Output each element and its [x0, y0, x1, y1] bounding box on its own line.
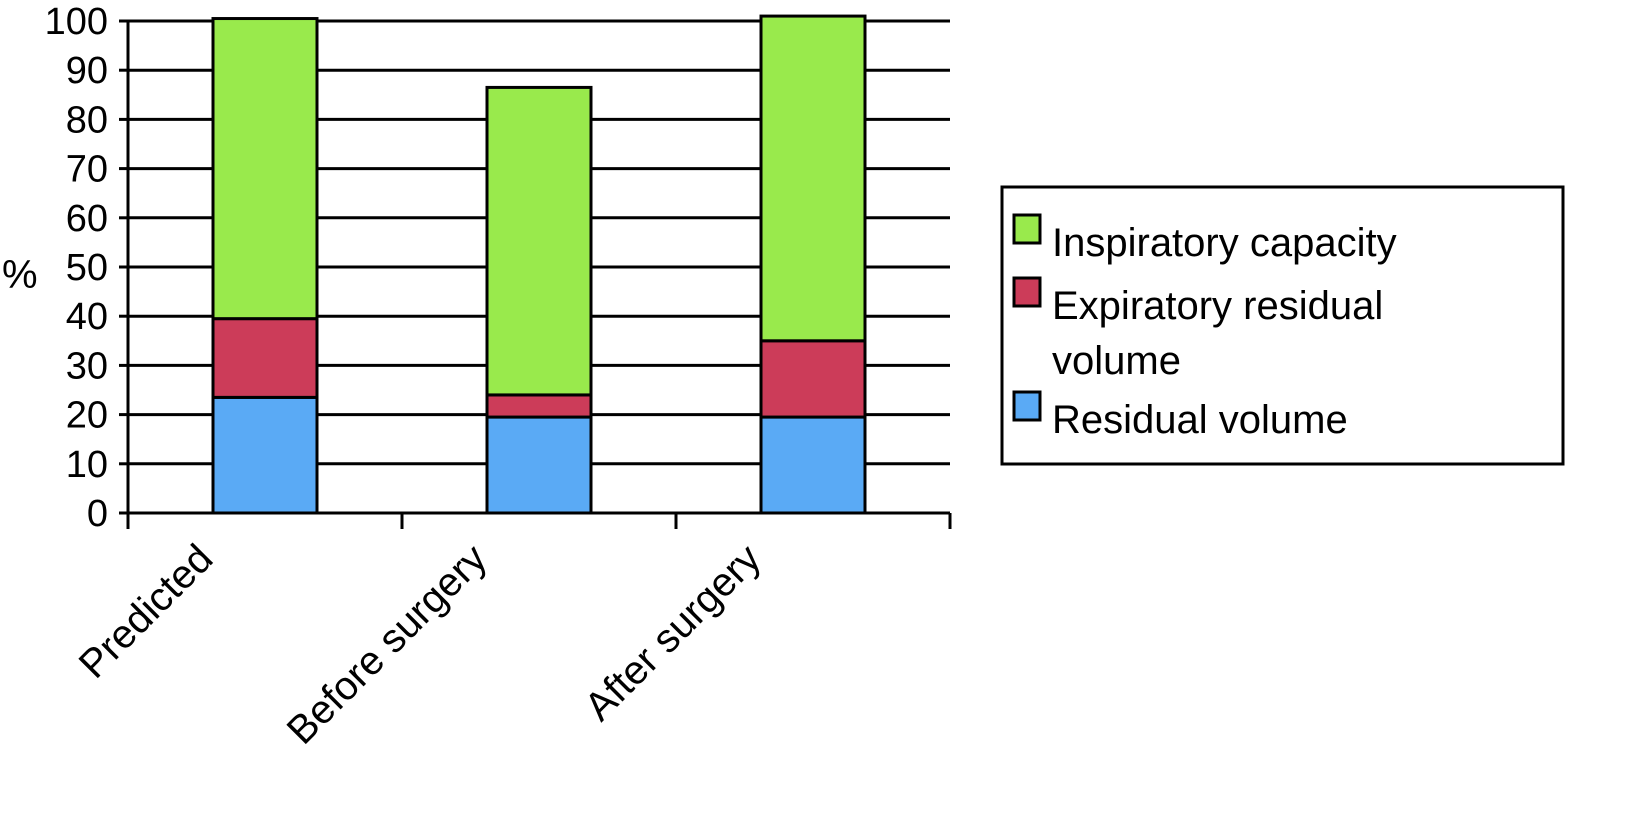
y-tick-label: 50 [66, 247, 108, 289]
y-tick-label: 10 [66, 444, 108, 486]
bar-segment [759, 339, 867, 419]
y-tick-label: 40 [66, 296, 108, 338]
y-tick-label: 60 [66, 198, 108, 240]
legend: Inspiratory capacity Expiratory residual v… [1000, 185, 1565, 466]
legend-label: volume [1052, 339, 1181, 383]
bar-segment [211, 317, 319, 399]
y-tick-label: 30 [66, 345, 108, 387]
bar-segment [211, 17, 319, 321]
legend-label: Residual volume [1052, 398, 1348, 442]
legend-swatch [1012, 390, 1042, 422]
bars [211, 14, 867, 515]
y-tick-label: 0 [87, 493, 108, 535]
bar-segment [485, 85, 593, 397]
y-tick-labels: 0 10 20 30 40 50 60 70 80 90 100 [45, 1, 108, 535]
bar-segment [211, 395, 319, 515]
category-label: After surgery [576, 536, 769, 729]
axes [119, 19, 952, 529]
legend-label: Expiratory residual [1052, 284, 1383, 328]
y-tick-label: 70 [66, 149, 108, 191]
y-tick-label: 20 [66, 395, 108, 437]
y-axis-label: % [2, 253, 38, 297]
y-tick-label: 90 [66, 50, 108, 92]
bar-segment [485, 415, 593, 515]
legend-swatch [1012, 276, 1042, 308]
legend-label: Inspiratory capacity [1052, 221, 1397, 265]
category-label: Before surgery [279, 536, 496, 753]
y-tick-label: 100 [45, 1, 108, 43]
category-labels: Predicted Before surgery After surgery [71, 536, 770, 753]
y-tick-label: 80 [66, 99, 108, 141]
category-label: Predicted [71, 536, 222, 687]
legend-swatch [1012, 213, 1042, 245]
bar-segment [759, 14, 867, 343]
bar-segment [759, 415, 867, 515]
bar-segment [485, 393, 593, 419]
legend-box [1000, 185, 1565, 466]
